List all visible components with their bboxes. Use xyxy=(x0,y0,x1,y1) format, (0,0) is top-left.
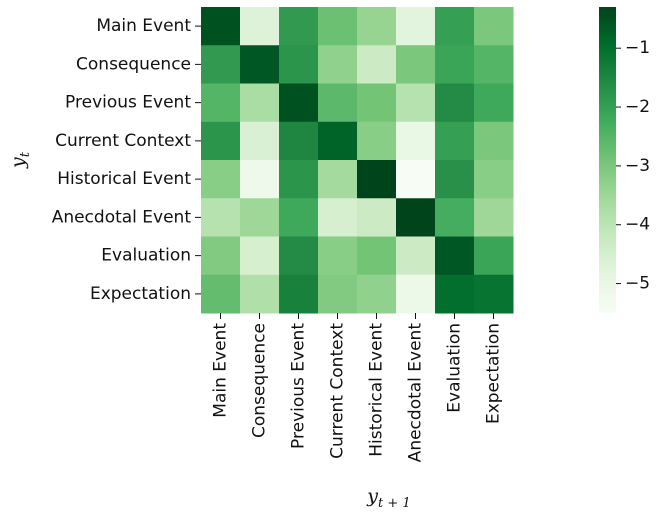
heatmap-cell xyxy=(201,45,241,84)
heatmap-cell xyxy=(240,7,280,46)
heatmap-cell xyxy=(474,160,514,199)
heatmap-cell xyxy=(357,198,397,237)
heatmap-cell xyxy=(396,160,436,199)
colorbar-tick-label: −3 xyxy=(625,156,650,176)
heatmap-cell xyxy=(396,274,436,314)
x-tick-label: Anecdotal Event xyxy=(406,323,426,463)
heatmap-cell xyxy=(357,45,397,84)
heatmap-cell xyxy=(435,7,475,46)
heatmap-cell xyxy=(396,236,436,276)
heatmap-cell xyxy=(240,198,280,237)
heatmap-cell xyxy=(318,198,358,237)
heatmap-cell xyxy=(201,7,241,46)
heatmap-cell xyxy=(396,121,436,161)
x-tick-label: Expectation xyxy=(484,323,504,424)
heatmap-cell xyxy=(279,45,319,84)
heatmap-cell xyxy=(201,83,241,123)
heatmap-cell xyxy=(279,7,319,46)
y-tick-label: Previous Event xyxy=(65,93,191,113)
heatmap-cell xyxy=(474,7,514,46)
heatmap-cell xyxy=(318,274,358,314)
colorbar xyxy=(599,7,616,313)
heatmap-cell xyxy=(201,198,241,237)
x-tick-label: Previous Event xyxy=(289,323,309,449)
heatmap-cell xyxy=(318,121,358,161)
heatmap-cell xyxy=(318,83,358,123)
heatmap-cell xyxy=(357,83,397,123)
heatmap-cell xyxy=(279,274,319,314)
heatmap-cell xyxy=(240,236,280,276)
heatmap-cell xyxy=(435,198,475,237)
heatmap-cell xyxy=(396,45,436,84)
x-tick-label: Historical Event xyxy=(367,323,387,457)
y-tick-label: Current Context xyxy=(55,131,191,151)
heatmap-cell xyxy=(435,83,475,123)
heatmap-cell xyxy=(474,198,514,237)
y-tick-label: Main Event xyxy=(96,16,191,36)
heatmap-cell xyxy=(279,198,319,237)
x-axis-label: yt + 1 xyxy=(366,485,410,511)
y-tick-label: Evaluation xyxy=(101,246,191,266)
y-tick-labels: Main Event Consequence Previous Event Curre… xyxy=(52,16,201,304)
x-tick-labels: Main Event Consequence Previous Event Curre… xyxy=(211,313,504,462)
heatmap-cell xyxy=(201,160,241,199)
x-tick-label: Consequence xyxy=(250,323,270,438)
heatmap-cell xyxy=(357,121,397,161)
heatmap-cell xyxy=(357,274,397,314)
colorbar-tick-label: −5 xyxy=(625,274,650,294)
heatmap-cell xyxy=(318,7,358,46)
colorbar-ticks: −1 −2 −3 −4 −5 xyxy=(616,38,650,294)
heatmap-cell xyxy=(435,121,475,161)
heatmap-cell xyxy=(318,45,358,84)
heatmap-cell xyxy=(357,7,397,46)
heatmap-cell xyxy=(318,160,358,199)
heatmap-cell xyxy=(396,198,436,237)
y-tick-label: Historical Event xyxy=(57,169,191,189)
y-tick-label: Expectation xyxy=(90,284,191,304)
heatmap-cell xyxy=(279,236,319,276)
heatmap-cell xyxy=(240,45,280,84)
heatmap-cell xyxy=(279,121,319,161)
colorbar-tick-label: −2 xyxy=(625,97,650,117)
heatmap-cell xyxy=(396,83,436,123)
heatmap-cell xyxy=(240,160,280,199)
heatmap-cell xyxy=(474,121,514,161)
heatmap-cell xyxy=(435,274,475,314)
heatmap-cell xyxy=(240,121,280,161)
x-tick-label: Main Event xyxy=(211,323,231,418)
heatmap-cell xyxy=(201,274,241,314)
heatmap-cell xyxy=(318,236,358,276)
heatmap-cell xyxy=(279,83,319,123)
heatmap-cell xyxy=(435,45,475,84)
x-tick-label: Evaluation xyxy=(445,323,465,413)
heatmap-cell xyxy=(279,160,319,199)
heatmap-cell xyxy=(240,274,280,314)
colorbar-tick-label: −4 xyxy=(625,215,650,235)
x-tick-label: Current Context xyxy=(328,323,348,459)
heatmap-cells xyxy=(201,7,514,314)
heatmap-cell xyxy=(474,83,514,123)
heatmap-cell xyxy=(240,83,280,123)
y-tick-label: Consequence xyxy=(76,54,191,74)
heatmap-cell xyxy=(474,45,514,84)
heatmap-cell xyxy=(396,7,436,46)
y-axis-label: yt xyxy=(7,151,33,169)
heatmap-cell xyxy=(357,236,397,276)
heatmap-cell xyxy=(357,160,397,199)
colorbar-tick-label: −1 xyxy=(625,38,650,58)
heatmap-cell xyxy=(435,236,475,276)
heatmap-cell xyxy=(201,121,241,161)
y-tick-label: Anecdotal Event xyxy=(52,207,192,227)
heatmap-cell xyxy=(201,236,241,276)
heatmap-cell xyxy=(474,236,514,276)
heatmap-cell xyxy=(474,274,514,314)
heatmap-cell xyxy=(435,160,475,199)
